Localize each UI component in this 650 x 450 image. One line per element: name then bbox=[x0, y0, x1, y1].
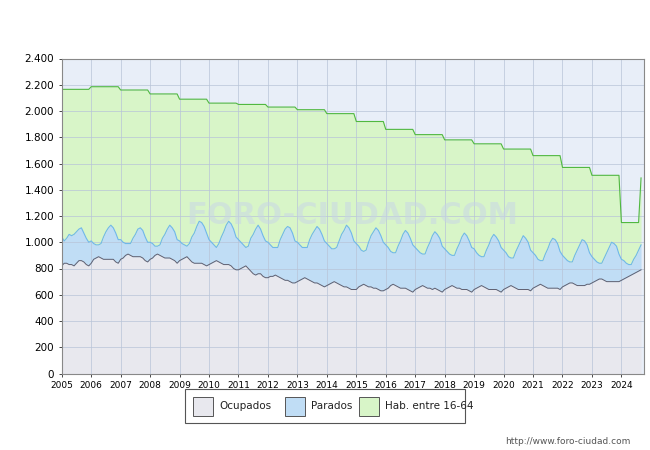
FancyBboxPatch shape bbox=[185, 389, 465, 423]
Text: http://www.foro-ciudad.com: http://www.foro-ciudad.com bbox=[505, 436, 630, 446]
Text: Hab. entre 16-64: Hab. entre 16-64 bbox=[385, 401, 474, 411]
Bar bbox=[359, 396, 380, 416]
Text: FORO-CIUDAD.COM: FORO-CIUDAD.COM bbox=[187, 202, 519, 230]
Text: Villafranca del Bierzo - Evolucion de la poblacion en edad de Trabajar Septiembr: Villafranca del Bierzo - Evolucion de la… bbox=[58, 18, 592, 31]
Text: Ocupados: Ocupados bbox=[219, 401, 271, 411]
Bar bbox=[194, 396, 213, 416]
Text: Parados: Parados bbox=[311, 401, 352, 411]
Bar bbox=[285, 396, 305, 416]
